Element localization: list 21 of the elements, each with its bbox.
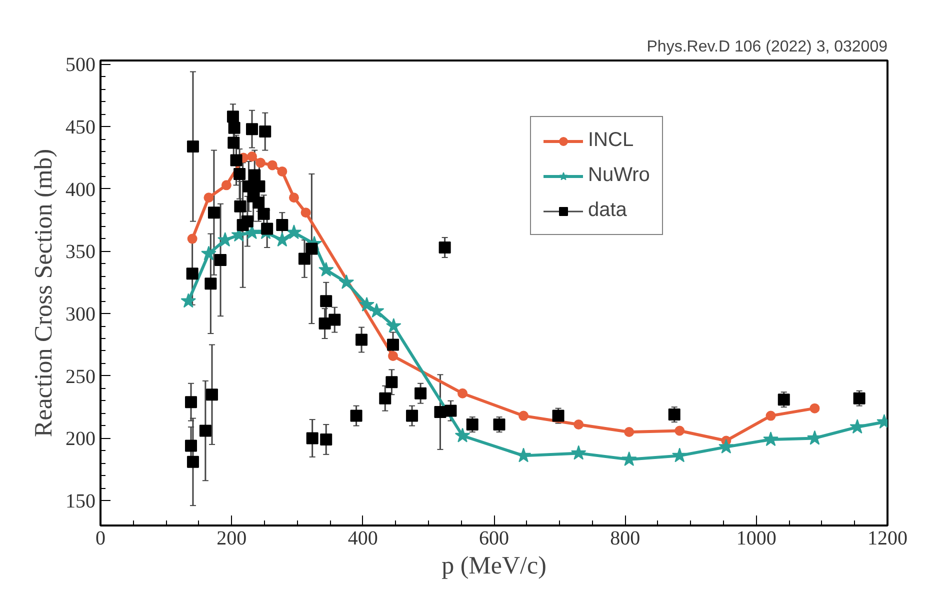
legend-label: data xyxy=(588,199,627,222)
y-tick-label: 200 xyxy=(66,428,96,450)
y-tick-label: 500 xyxy=(66,54,96,76)
x-tick-label: 800 xyxy=(610,528,640,550)
y-tick-label: 350 xyxy=(66,241,96,264)
y-tick-label: 300 xyxy=(66,304,96,326)
x-tick-label: 1000 xyxy=(736,528,776,550)
y-tick-label: 150 xyxy=(66,490,96,513)
x-axis-title: p (MeV/c) xyxy=(442,552,546,580)
y-tick-label: 250 xyxy=(66,366,96,388)
x-tick-label: 0 xyxy=(96,528,106,550)
y-tick-label: 400 xyxy=(66,178,96,201)
legend-label: NuWro xyxy=(588,164,650,187)
x-tick-label: 200 xyxy=(216,528,247,550)
text: Phys.Rev.D 106 (2022) 3, 032009 xyxy=(646,38,888,56)
x-tick-label: 400 xyxy=(348,528,378,550)
legend-label: INCL xyxy=(588,129,634,152)
y-tick-label: 450 xyxy=(66,116,96,139)
x-tick-label: 1200 xyxy=(868,528,908,550)
x-tick-label: 600 xyxy=(479,528,509,550)
y-axis-title: Reaction Cross Section (mb) xyxy=(30,148,58,438)
